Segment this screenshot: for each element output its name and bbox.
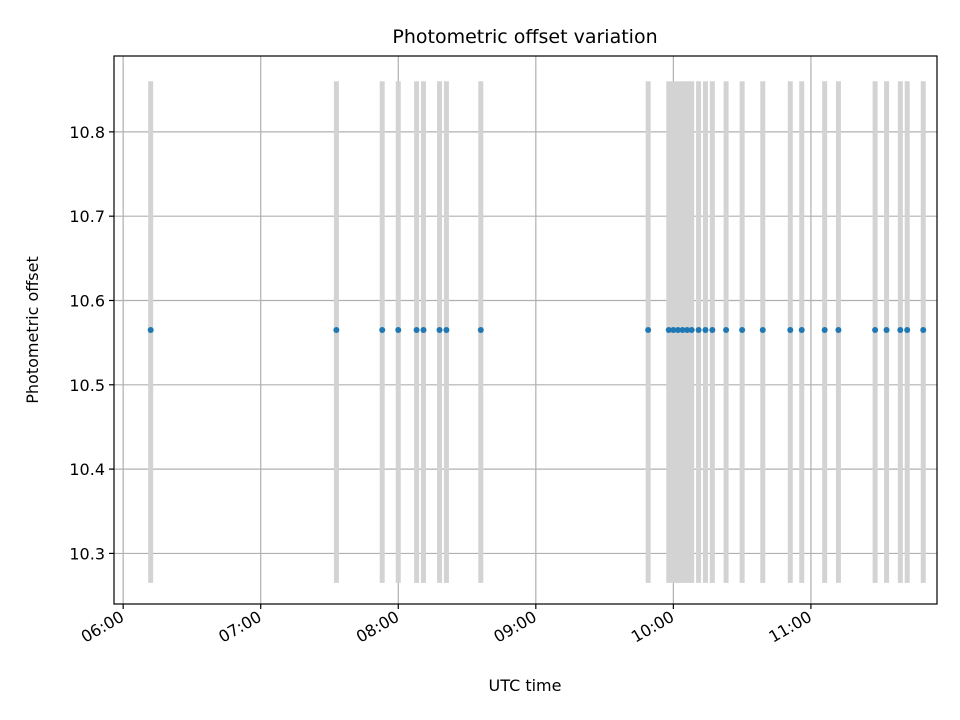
x-tick-label: 08:00 (353, 607, 402, 647)
data-point (147, 327, 154, 333)
x-tick-label: 11:00 (765, 607, 814, 647)
data-point (477, 327, 484, 333)
data-point (665, 327, 672, 333)
data-point (674, 327, 681, 333)
y-axis-label: Photometric offset (23, 256, 42, 404)
y-axis: 10.3 10.4 10.5 10.6 10.7 10.8 (69, 123, 114, 563)
data-point (379, 327, 386, 333)
data-point (835, 327, 842, 333)
data-point (679, 327, 686, 333)
x-axis: 06:00 07:00 08:00 09:00 10:00 11:00 (78, 604, 815, 647)
data-point (395, 327, 402, 333)
data-point (872, 327, 879, 333)
data-point (702, 327, 709, 333)
error-bars (148, 81, 926, 583)
data-point (821, 327, 828, 333)
data-point (759, 327, 766, 333)
data-points (147, 327, 927, 333)
data-point (420, 327, 427, 333)
x-tick-label: 09:00 (490, 607, 539, 647)
y-tick-label: 10.7 (69, 207, 105, 226)
y-tick-label: 10.5 (69, 376, 105, 395)
data-point (443, 327, 450, 333)
x-tick-label: 10:00 (628, 607, 677, 647)
data-point (670, 327, 677, 333)
chart-title: Photometric offset variation (392, 26, 657, 48)
data-point (436, 327, 443, 333)
x-tick-label: 07:00 (215, 607, 264, 647)
y-tick-label: 10.4 (69, 460, 105, 479)
data-point (684, 327, 691, 333)
data-point (787, 327, 794, 333)
data-point (645, 327, 652, 333)
data-point (920, 327, 927, 333)
data-point (798, 327, 805, 333)
data-point (897, 327, 904, 333)
y-tick-label: 10.3 (69, 544, 105, 563)
data-point (333, 327, 340, 333)
y-tick-label: 10.8 (69, 123, 105, 142)
grid (114, 56, 937, 604)
data-point (883, 327, 890, 333)
data-point (904, 327, 911, 333)
data-point (739, 327, 746, 333)
data-point (695, 327, 702, 333)
x-tick-label: 06:00 (78, 607, 127, 647)
x-axis-label: UTC time (489, 676, 562, 695)
y-tick-label: 10.6 (69, 291, 105, 310)
data-point (688, 327, 695, 333)
plot-area (113, 55, 938, 605)
data-point (723, 327, 730, 333)
data-point (709, 327, 716, 333)
data-point (413, 327, 420, 333)
